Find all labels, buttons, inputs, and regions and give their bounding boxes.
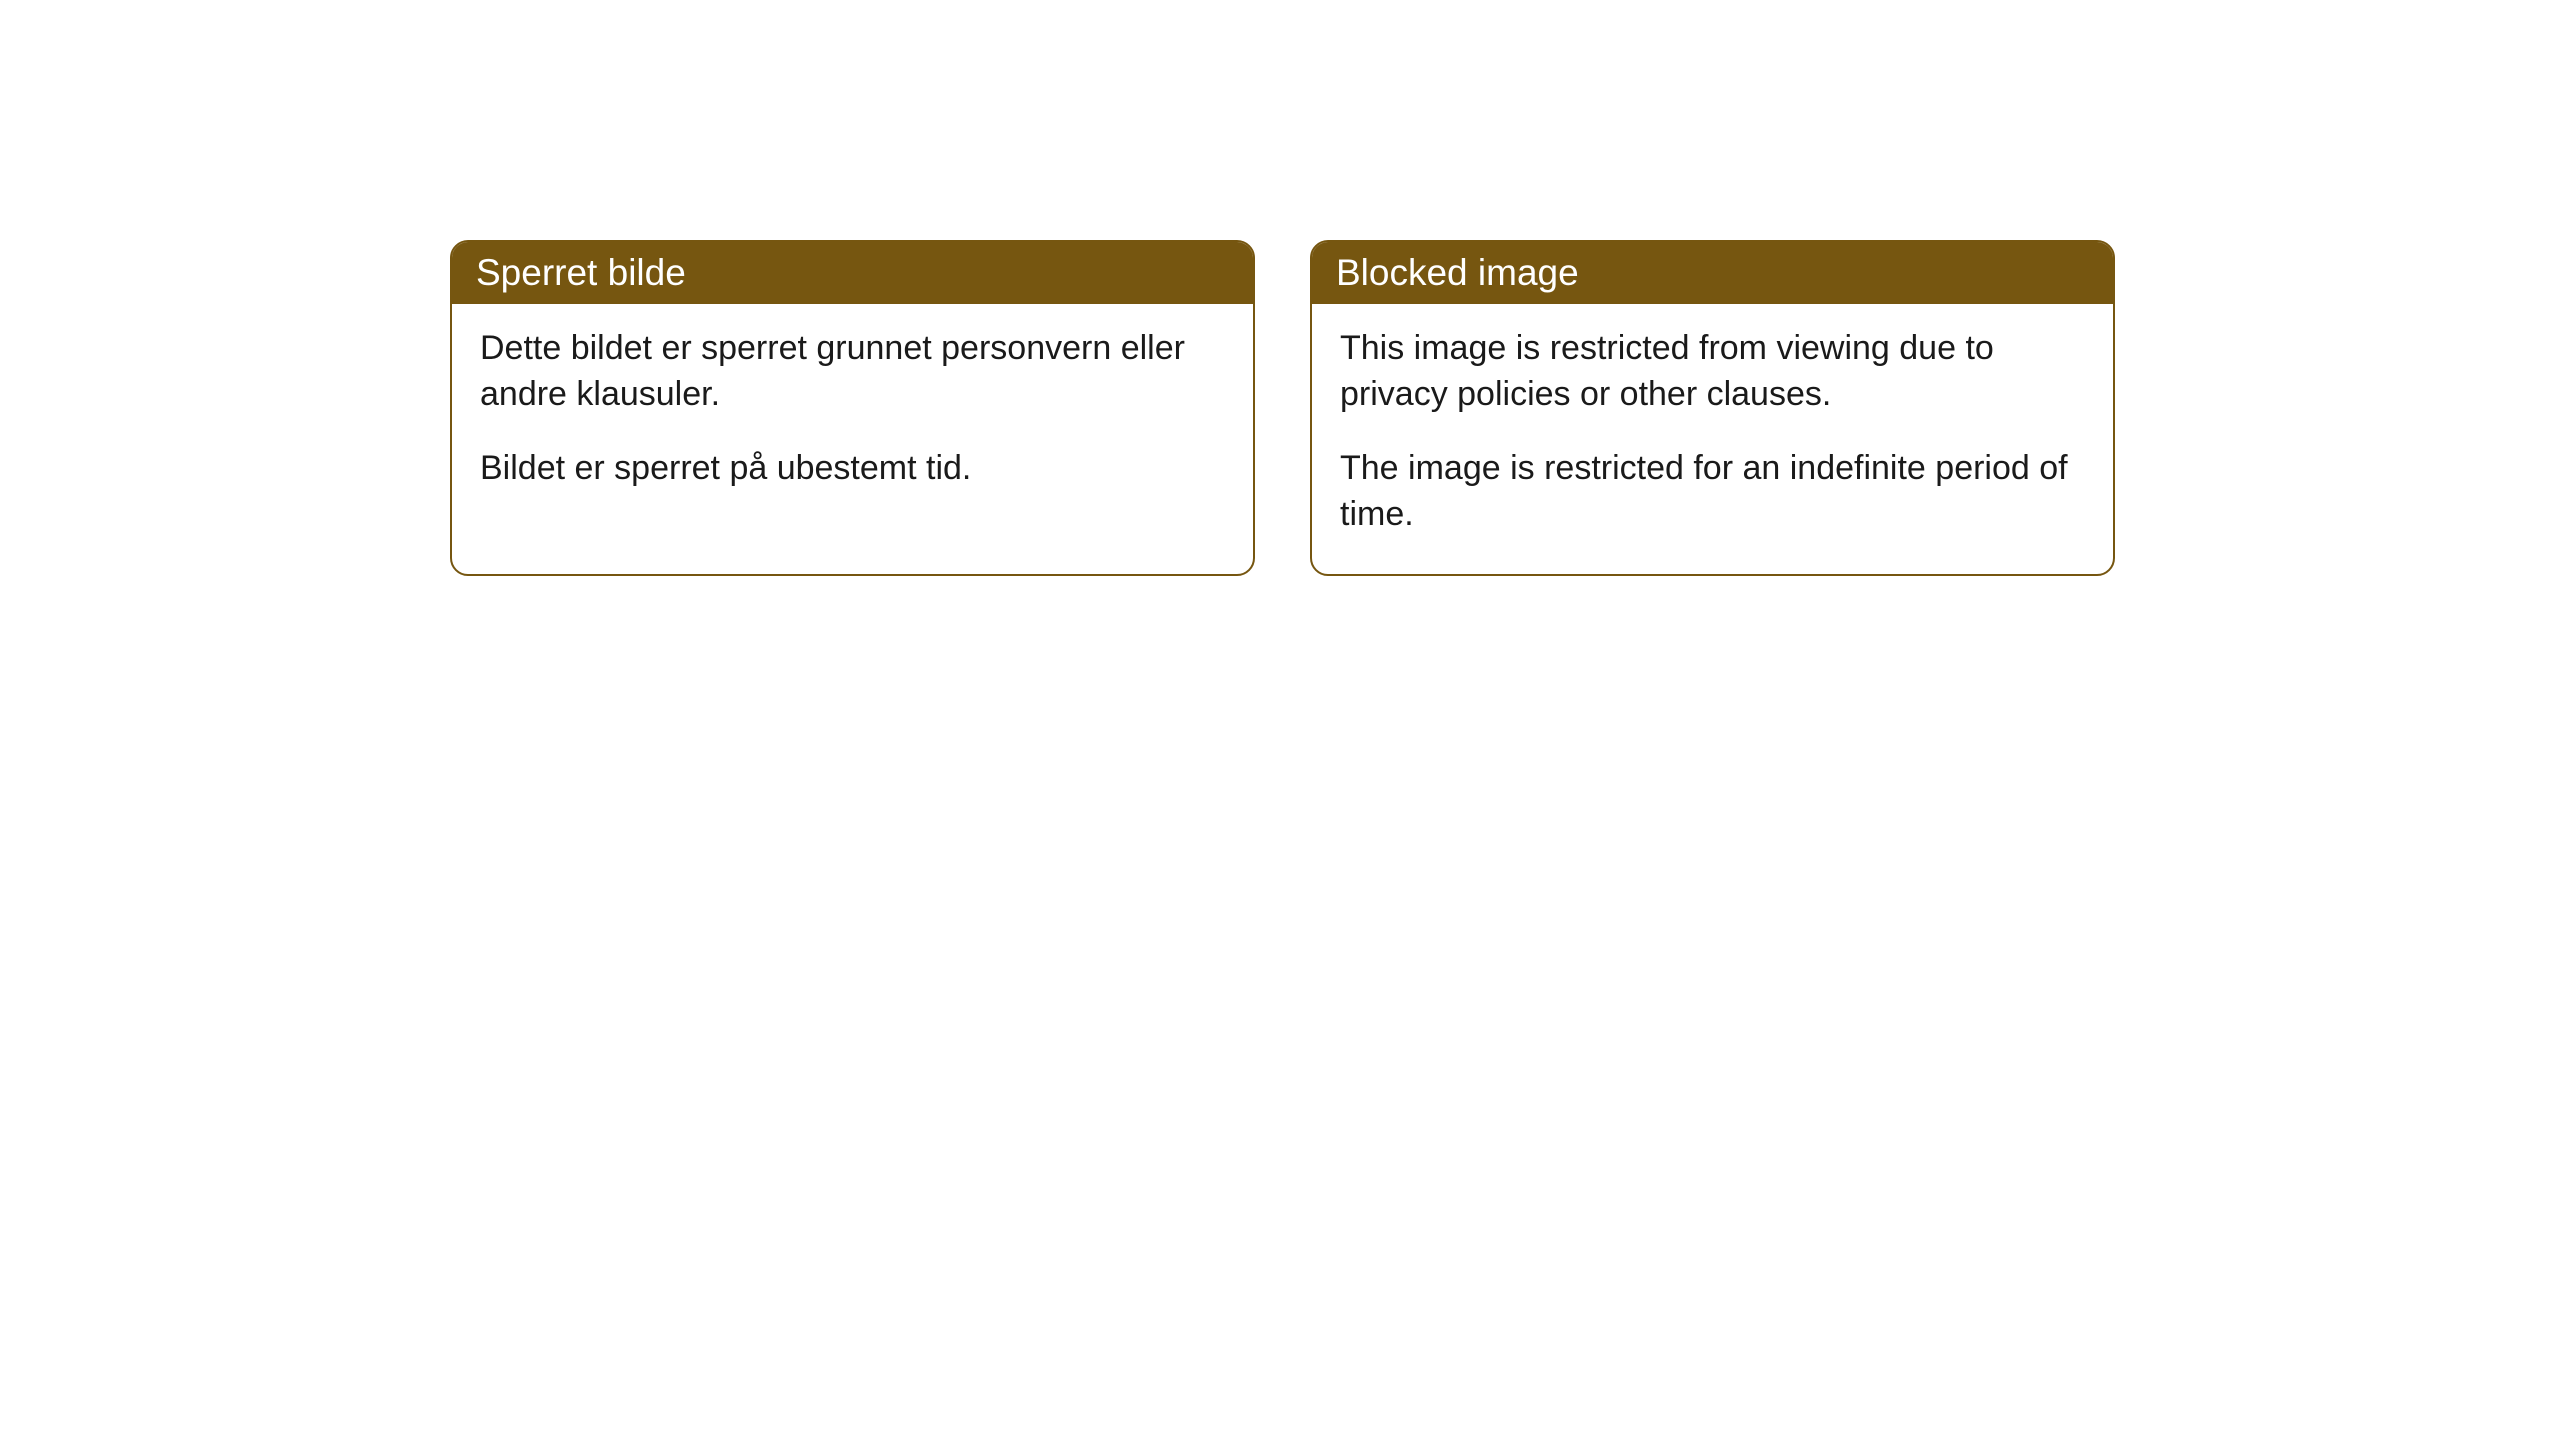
card-body: This image is restricted from viewing du… <box>1312 304 2113 574</box>
card-paragraph: Dette bildet er sperret grunnet personve… <box>480 326 1225 418</box>
card-header: Sperret bilde <box>452 242 1253 304</box>
notice-container: Sperret bilde Dette bildet er sperret gr… <box>450 240 2115 576</box>
card-paragraph: The image is restricted for an indefinit… <box>1340 446 2085 538</box>
card-body: Dette bildet er sperret grunnet personve… <box>452 304 1253 528</box>
notice-card-norwegian: Sperret bilde Dette bildet er sperret gr… <box>450 240 1255 576</box>
notice-card-english: Blocked image This image is restricted f… <box>1310 240 2115 576</box>
card-header: Blocked image <box>1312 242 2113 304</box>
card-paragraph: Bildet er sperret på ubestemt tid. <box>480 446 1225 492</box>
card-paragraph: This image is restricted from viewing du… <box>1340 326 2085 418</box>
